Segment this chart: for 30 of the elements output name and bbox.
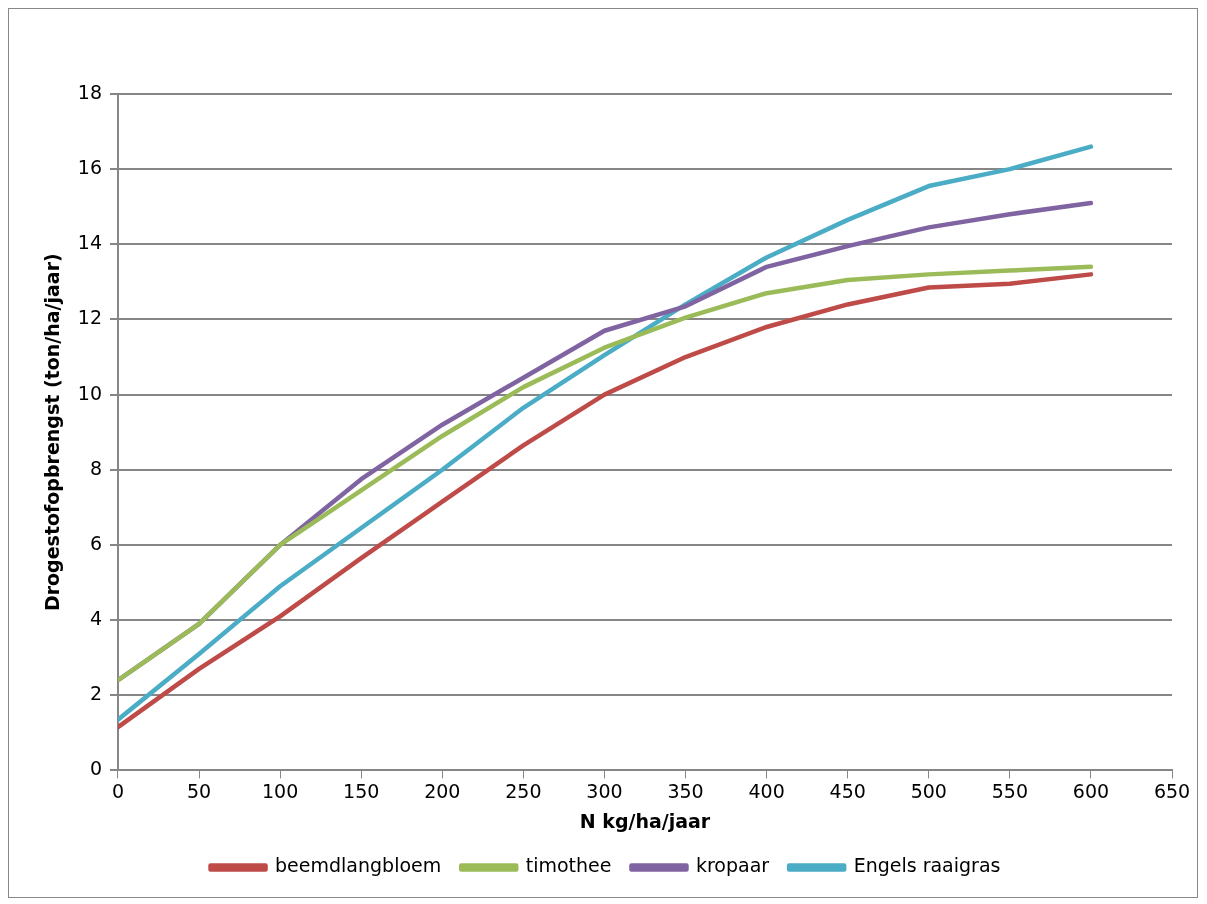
x-tick-label: 350 bbox=[667, 779, 704, 802]
x-tick-label: 500 bbox=[910, 779, 947, 802]
x-axis-title: N kg/ha/jaar bbox=[579, 809, 711, 832]
y-tick-label: 2 bbox=[89, 682, 102, 705]
y-tick-label: 8 bbox=[89, 456, 102, 479]
x-tick-label: 300 bbox=[586, 779, 623, 802]
y-tick-label: 18 bbox=[77, 80, 102, 103]
legend-label: kropaar bbox=[695, 854, 770, 877]
y-tick-label: 0 bbox=[89, 757, 102, 780]
x-tick-label: 600 bbox=[1072, 779, 1110, 802]
x-tick-label: 550 bbox=[991, 779, 1028, 802]
x-tick-label: 450 bbox=[829, 779, 866, 802]
x-tick-label: 150 bbox=[343, 779, 380, 802]
x-tick-label: 400 bbox=[748, 779, 785, 802]
y-tick-label: 6 bbox=[89, 531, 102, 554]
x-tick-label: 200 bbox=[424, 779, 461, 802]
x-tick-label: 100 bbox=[262, 779, 299, 802]
x-tick-label: 250 bbox=[505, 779, 542, 802]
legend-label: beemdlangbloem bbox=[275, 854, 442, 877]
y-tick-label: 12 bbox=[77, 306, 102, 329]
x-tick-label: 50 bbox=[186, 779, 212, 802]
y-tick-label: 4 bbox=[89, 607, 102, 630]
y-tick-label: 14 bbox=[77, 231, 102, 254]
legend-label: Engels raaigras bbox=[853, 854, 1001, 877]
y-tick-label: 10 bbox=[77, 381, 102, 404]
y-axis-title: Drogestofopbrengst (ton/ha/jaar) bbox=[41, 253, 64, 612]
y-tick-label: 16 bbox=[77, 156, 102, 179]
legend-label: timothee bbox=[525, 854, 612, 877]
x-tick-label: 650 bbox=[1153, 779, 1191, 802]
x-tick-label: 0 bbox=[111, 779, 125, 802]
